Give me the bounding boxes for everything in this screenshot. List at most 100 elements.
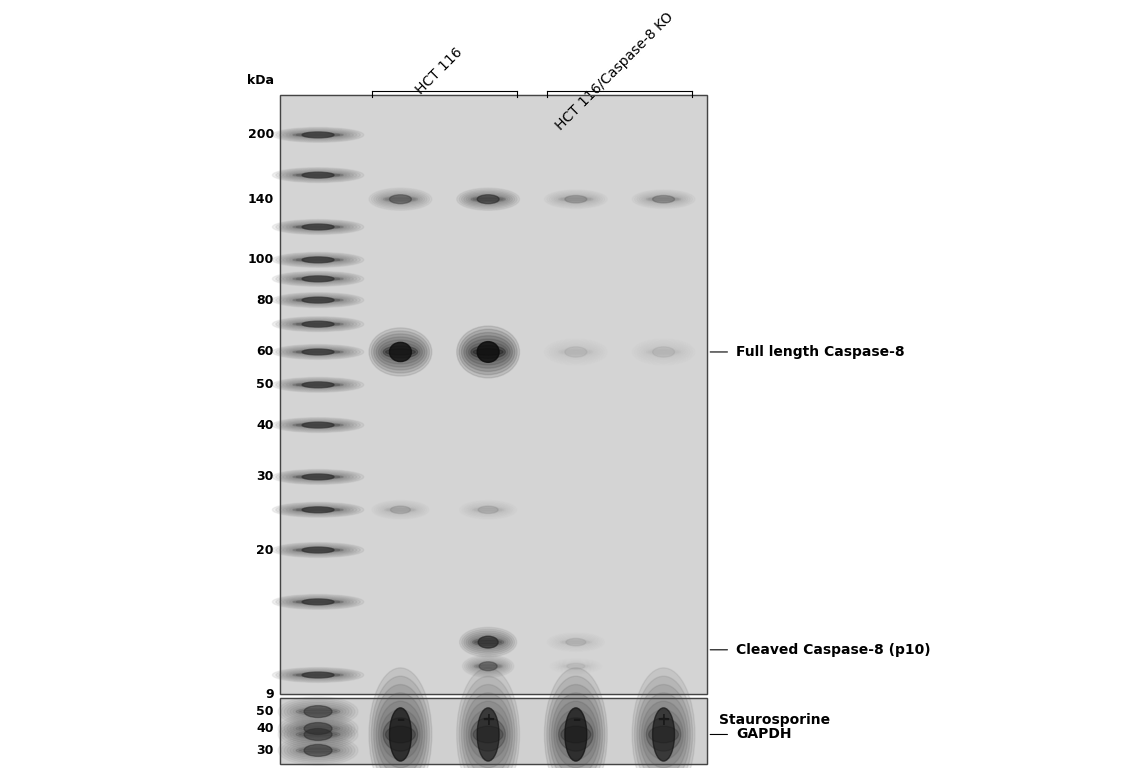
Ellipse shape — [273, 594, 364, 609]
Ellipse shape — [276, 379, 361, 392]
Text: GAPDH: GAPDH — [736, 727, 792, 741]
Ellipse shape — [283, 347, 354, 356]
Ellipse shape — [471, 718, 505, 751]
Ellipse shape — [297, 300, 340, 301]
Ellipse shape — [463, 693, 512, 768]
Ellipse shape — [280, 170, 357, 180]
Ellipse shape — [290, 382, 347, 388]
Ellipse shape — [290, 224, 347, 230]
Ellipse shape — [276, 419, 361, 432]
Ellipse shape — [273, 316, 364, 332]
Ellipse shape — [644, 196, 683, 203]
Ellipse shape — [283, 472, 354, 482]
Ellipse shape — [369, 328, 431, 376]
Ellipse shape — [286, 171, 350, 179]
Ellipse shape — [286, 131, 350, 138]
Ellipse shape — [459, 190, 517, 209]
Ellipse shape — [551, 693, 600, 768]
Text: +: + — [482, 711, 495, 729]
Ellipse shape — [302, 297, 334, 303]
Ellipse shape — [293, 548, 343, 552]
Ellipse shape — [293, 706, 343, 717]
Ellipse shape — [462, 655, 513, 677]
Text: –: – — [396, 711, 405, 729]
Ellipse shape — [283, 420, 354, 429]
Ellipse shape — [646, 718, 681, 751]
Ellipse shape — [381, 343, 420, 361]
Ellipse shape — [477, 342, 499, 362]
Text: Cleaved Caspase-8 (p10): Cleaved Caspase-8 (p10) — [736, 643, 931, 657]
Ellipse shape — [639, 194, 688, 205]
Ellipse shape — [475, 508, 502, 511]
Ellipse shape — [276, 293, 361, 306]
Ellipse shape — [474, 664, 502, 669]
Ellipse shape — [280, 419, 357, 431]
Ellipse shape — [560, 640, 591, 644]
Ellipse shape — [476, 665, 500, 667]
Ellipse shape — [281, 699, 355, 724]
Ellipse shape — [276, 273, 361, 286]
Ellipse shape — [304, 744, 332, 756]
Ellipse shape — [273, 418, 364, 432]
Ellipse shape — [276, 595, 361, 608]
Ellipse shape — [467, 658, 510, 674]
Ellipse shape — [273, 253, 364, 267]
Ellipse shape — [278, 713, 358, 743]
Ellipse shape — [302, 276, 334, 282]
Ellipse shape — [304, 723, 332, 734]
Ellipse shape — [544, 668, 607, 768]
Ellipse shape — [293, 298, 343, 302]
Text: 80: 80 — [257, 293, 274, 306]
Ellipse shape — [273, 667, 364, 683]
Ellipse shape — [297, 509, 340, 511]
Ellipse shape — [648, 727, 679, 743]
Ellipse shape — [646, 197, 681, 201]
Ellipse shape — [304, 706, 332, 717]
Ellipse shape — [547, 191, 605, 207]
Ellipse shape — [290, 743, 346, 758]
Ellipse shape — [273, 167, 364, 183]
Ellipse shape — [383, 718, 418, 751]
Text: 60: 60 — [257, 346, 274, 359]
Ellipse shape — [549, 192, 602, 206]
Ellipse shape — [273, 543, 364, 558]
Ellipse shape — [283, 380, 354, 389]
Ellipse shape — [369, 188, 431, 210]
Ellipse shape — [385, 508, 416, 512]
Ellipse shape — [293, 729, 343, 740]
Ellipse shape — [293, 277, 343, 281]
Ellipse shape — [278, 736, 358, 765]
Ellipse shape — [563, 641, 590, 644]
Ellipse shape — [469, 710, 508, 760]
Ellipse shape — [299, 710, 337, 713]
Ellipse shape — [556, 710, 596, 760]
Ellipse shape — [632, 190, 695, 208]
Ellipse shape — [387, 508, 414, 511]
Ellipse shape — [286, 320, 350, 328]
Ellipse shape — [371, 190, 429, 209]
Ellipse shape — [280, 670, 357, 680]
Ellipse shape — [456, 188, 519, 210]
Ellipse shape — [284, 740, 351, 762]
Bar — [280, 697, 707, 764]
Ellipse shape — [472, 638, 504, 646]
Ellipse shape — [377, 192, 424, 206]
Ellipse shape — [293, 674, 343, 677]
Ellipse shape — [286, 348, 350, 356]
Ellipse shape — [293, 383, 343, 387]
Ellipse shape — [467, 339, 510, 365]
Ellipse shape — [386, 349, 415, 355]
Ellipse shape — [290, 704, 346, 719]
Ellipse shape — [468, 634, 508, 650]
Ellipse shape — [479, 662, 497, 670]
Ellipse shape — [278, 697, 358, 727]
Ellipse shape — [644, 710, 683, 760]
Ellipse shape — [460, 627, 517, 657]
Ellipse shape — [280, 319, 357, 329]
Ellipse shape — [478, 636, 499, 648]
Ellipse shape — [280, 505, 357, 515]
Ellipse shape — [456, 668, 519, 768]
Ellipse shape — [276, 346, 361, 359]
Ellipse shape — [478, 506, 499, 514]
Ellipse shape — [297, 174, 340, 176]
